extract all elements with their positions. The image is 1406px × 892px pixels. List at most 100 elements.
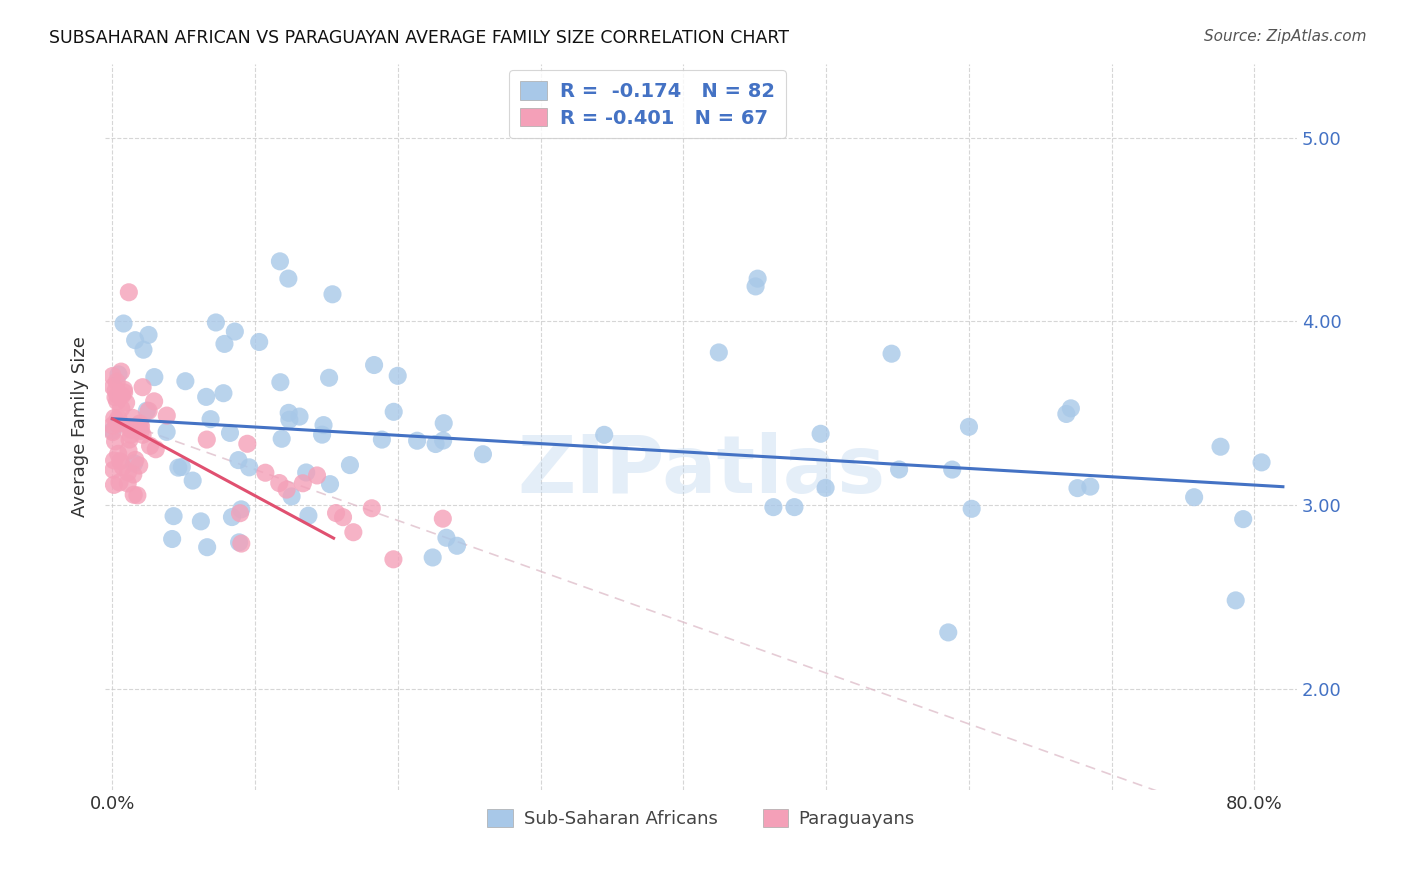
Point	[762, 500, 785, 515]
Point	[103, 478, 125, 492]
Point	[129, 419, 152, 434]
Point	[1232, 512, 1254, 526]
Point	[1209, 440, 1232, 454]
Point	[422, 550, 444, 565]
Point	[269, 376, 291, 390]
Point	[156, 425, 179, 439]
Point	[269, 476, 291, 491]
Point	[117, 466, 139, 480]
Point	[120, 428, 142, 442]
Point	[195, 433, 218, 447]
Point	[1078, 480, 1101, 494]
Point	[101, 369, 124, 384]
Point	[138, 404, 160, 418]
Point	[433, 416, 456, 430]
Point	[276, 483, 298, 497]
Point	[128, 458, 150, 473]
Point	[103, 453, 125, 467]
Point	[880, 347, 903, 361]
Point	[135, 403, 157, 417]
Point	[190, 515, 212, 529]
Point	[110, 401, 132, 416]
Point	[117, 443, 139, 458]
Point	[129, 424, 152, 438]
Point	[112, 317, 135, 331]
Point	[1066, 481, 1088, 495]
Point	[278, 413, 301, 427]
Point	[254, 466, 277, 480]
Point	[291, 476, 314, 491]
Point	[280, 490, 302, 504]
Point	[107, 417, 129, 431]
Point	[387, 368, 409, 383]
Point	[783, 500, 806, 515]
Point	[446, 539, 468, 553]
Point	[319, 477, 342, 491]
Point	[156, 409, 179, 423]
Point	[162, 509, 184, 524]
Point	[305, 468, 328, 483]
Point	[231, 536, 253, 550]
Point	[236, 437, 259, 451]
Point	[145, 442, 167, 457]
Point	[122, 456, 145, 470]
Point	[117, 476, 139, 491]
Point	[107, 447, 129, 461]
Point	[936, 625, 959, 640]
Point	[143, 370, 166, 384]
Point	[231, 502, 253, 516]
Point	[1250, 455, 1272, 469]
Point	[104, 384, 127, 398]
Point	[112, 383, 135, 397]
Point	[107, 368, 129, 382]
Text: Source: ZipAtlas.com: Source: ZipAtlas.com	[1204, 29, 1367, 44]
Point	[111, 388, 134, 402]
Point	[224, 325, 246, 339]
Point	[131, 380, 153, 394]
Point	[382, 552, 405, 566]
Point	[371, 433, 394, 447]
Point	[744, 279, 766, 293]
Point	[105, 388, 128, 402]
Point	[277, 271, 299, 285]
Point	[295, 466, 318, 480]
Point	[312, 418, 335, 433]
Point	[160, 532, 183, 546]
Point	[957, 420, 980, 434]
Point	[1225, 593, 1247, 607]
Point	[107, 411, 129, 425]
Point	[181, 474, 204, 488]
Point	[432, 434, 454, 448]
Point	[238, 460, 260, 475]
Point	[101, 424, 124, 438]
Point	[205, 316, 228, 330]
Point	[325, 506, 347, 520]
Point	[118, 285, 141, 300]
Point	[318, 370, 340, 384]
Point	[1054, 407, 1077, 421]
Point	[247, 334, 270, 349]
Point	[101, 418, 124, 433]
Point	[120, 423, 142, 437]
Point	[101, 425, 124, 439]
Point	[311, 427, 333, 442]
Point	[269, 254, 291, 268]
Point	[941, 462, 963, 476]
Point	[122, 488, 145, 502]
Point	[122, 467, 145, 482]
Y-axis label: Average Family Size: Average Family Size	[72, 336, 89, 517]
Point	[174, 374, 197, 388]
Point	[111, 460, 134, 475]
Point	[103, 411, 125, 425]
Point	[112, 385, 135, 400]
Point	[104, 390, 127, 404]
Point	[103, 463, 125, 477]
Point	[115, 395, 138, 409]
Point	[195, 540, 218, 554]
Point	[228, 535, 250, 549]
Point	[124, 420, 146, 434]
Point	[139, 439, 162, 453]
Point	[143, 394, 166, 409]
Point	[101, 380, 124, 394]
Point	[195, 390, 218, 404]
